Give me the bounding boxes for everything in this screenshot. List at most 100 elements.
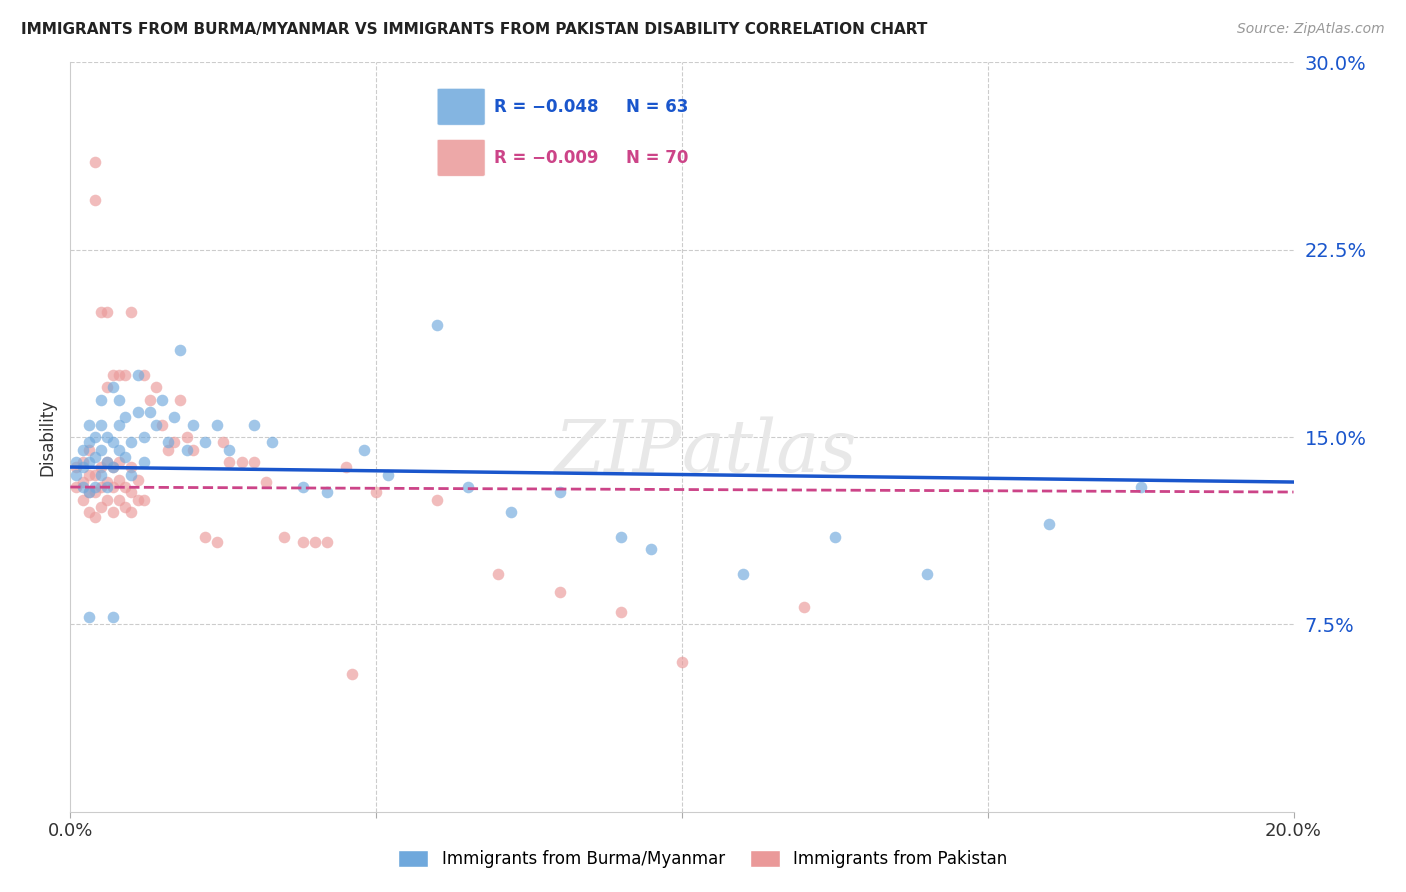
Point [90, 442, 112, 457]
Point [96, 305, 118, 319]
Point [121, 305, 143, 319]
Point [316, 485, 339, 500]
Point [366, 485, 388, 500]
Point [169, 392, 191, 407]
Point [273, 530, 295, 544]
Point [90, 480, 112, 494]
Point [163, 410, 186, 425]
Point [96, 475, 118, 489]
Point [127, 492, 149, 507]
Point [824, 530, 846, 544]
Point [169, 343, 191, 357]
Point [316, 535, 339, 549]
Point [163, 435, 186, 450]
Point [101, 368, 124, 382]
Point [291, 480, 314, 494]
Point [72, 480, 94, 494]
Point [793, 599, 815, 614]
Point [83, 480, 105, 494]
Point [127, 473, 149, 487]
Text: Source: ZipAtlas.com: Source: ZipAtlas.com [1237, 22, 1385, 37]
Point [108, 473, 131, 487]
Point [101, 460, 124, 475]
Point [101, 380, 124, 394]
Point [90, 467, 112, 482]
Point [108, 417, 131, 432]
Point [96, 492, 118, 507]
Point [353, 442, 375, 457]
Point [548, 485, 571, 500]
Point [101, 505, 124, 519]
Point [218, 455, 240, 469]
Point [65, 480, 87, 494]
Point [205, 535, 228, 549]
Point [108, 368, 131, 382]
Point [610, 605, 633, 619]
Point [77, 467, 100, 482]
Point [72, 442, 94, 457]
Point [132, 455, 155, 469]
Point [90, 460, 112, 475]
Point [101, 480, 124, 494]
Point [548, 585, 571, 599]
Point [291, 535, 314, 549]
Point [915, 567, 938, 582]
Point [77, 485, 100, 500]
Point [121, 485, 143, 500]
Point [610, 530, 633, 544]
Point [127, 405, 149, 419]
Point [77, 485, 100, 500]
Text: IMMIGRANTS FROM BURMA/MYANMAR VS IMMIGRANTS FROM PAKISTAN DISABILITY CORRELATION: IMMIGRANTS FROM BURMA/MYANMAR VS IMMIGRA… [21, 22, 928, 37]
Point [65, 467, 87, 482]
Point [127, 368, 149, 382]
Point [77, 505, 100, 519]
Point [90, 417, 112, 432]
Point [262, 435, 284, 450]
Point [108, 442, 131, 457]
Point [145, 417, 167, 432]
Point [77, 442, 100, 457]
Point [377, 467, 399, 482]
Point [77, 610, 100, 624]
Point [733, 567, 755, 582]
Text: ZIP: ZIP [554, 417, 682, 487]
Legend: Immigrants from Burma/Myanmar, Immigrants from Pakistan: Immigrants from Burma/Myanmar, Immigrant… [392, 843, 1014, 875]
Point [65, 460, 87, 475]
Point [72, 492, 94, 507]
Point [1129, 480, 1152, 494]
Point [101, 610, 124, 624]
Point [83, 430, 105, 444]
Point [1038, 517, 1060, 532]
Point [108, 455, 131, 469]
Point [121, 435, 143, 450]
Point [83, 450, 105, 464]
Point [72, 475, 94, 489]
Point [671, 655, 693, 669]
Point [114, 410, 136, 425]
Point [176, 430, 198, 444]
Point [77, 417, 100, 432]
Point [231, 455, 253, 469]
Point [181, 417, 204, 432]
Point [121, 467, 143, 482]
Point [194, 530, 217, 544]
Point [121, 460, 143, 475]
Point [150, 417, 173, 432]
Point [304, 535, 326, 549]
Point [176, 442, 198, 457]
Point [96, 455, 118, 469]
Point [114, 450, 136, 464]
Point [90, 392, 112, 407]
Point [72, 455, 94, 469]
Point [157, 442, 180, 457]
Point [254, 475, 277, 489]
Point [108, 392, 131, 407]
Point [150, 392, 173, 407]
Point [114, 480, 136, 494]
Point [96, 430, 118, 444]
Point [83, 510, 105, 524]
Point [218, 442, 240, 457]
Point [83, 485, 105, 500]
Text: atlas: atlas [682, 417, 858, 487]
Point [101, 460, 124, 475]
